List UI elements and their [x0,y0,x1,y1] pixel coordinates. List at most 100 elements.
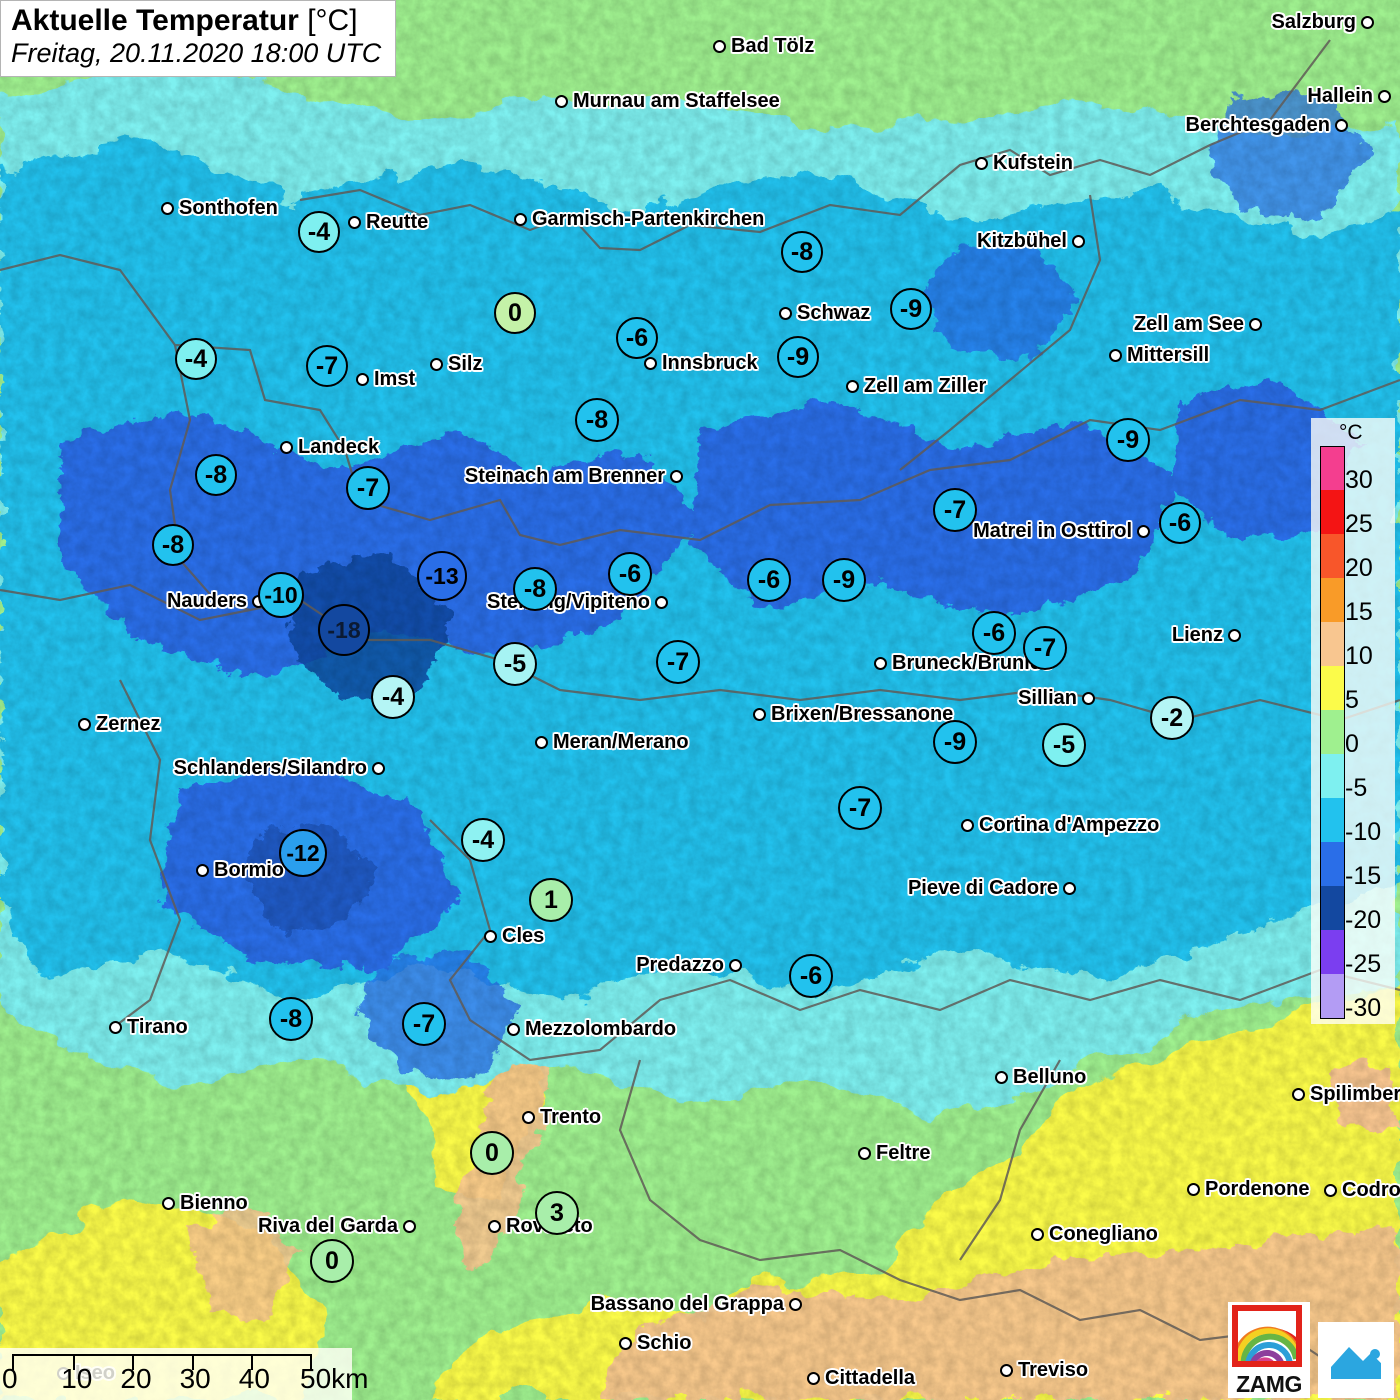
temperature-value-bubble[interactable]: -8 [513,567,557,611]
city-dot-icon [1063,881,1076,895]
city-marker[interactable]: Zell am Ziller [846,376,986,396]
city-marker[interactable]: Cles [484,926,544,946]
city-label: Nauders [166,590,247,612]
city-marker[interactable]: Imst [356,369,415,389]
city-marker[interactable]: Schio [619,1333,691,1353]
city-marker[interactable]: Trento [522,1107,601,1127]
city-marker[interactable]: Schwaz [779,303,870,323]
city-marker[interactable]: Belluno [995,1067,1086,1087]
temperature-value-bubble[interactable]: -4 [461,818,505,862]
temperature-value-bubble[interactable]: -6 [747,558,791,602]
city-marker[interactable]: Predazzo [636,955,742,975]
city-marker[interactable]: Kufstein [975,153,1073,173]
legend-tick-label: 25 [1345,510,1373,538]
city-marker[interactable]: Conegliano [1031,1224,1158,1244]
city-marker[interactable]: Mezzolombardo [507,1019,676,1039]
city-marker[interactable]: Spilimbergo [1292,1084,1400,1104]
city-marker[interactable]: Innsbruck [644,353,758,373]
legend-row: 0 [1317,710,1391,757]
city-dot-icon [975,156,988,170]
temperature-value-bubble[interactable]: -4 [371,675,415,719]
temperature-value-bubble[interactable]: -18 [318,604,370,656]
temperature-value-bubble[interactable]: -7 [933,488,977,532]
temperature-value-bubble[interactable]: -2 [1150,696,1194,740]
city-marker[interactable]: Bormio [196,860,284,880]
border-lines [0,39,1400,1371]
city-label: Pieve di Cadore [907,877,1058,899]
temperature-value-bubble[interactable]: -10 [258,572,304,618]
temperature-value-bubble[interactable]: 3 [535,1191,579,1235]
temperature-value-bubble[interactable]: -12 [279,829,327,877]
city-marker[interactable]: Steinach am Brenner [465,466,683,486]
temperature-value-bubble[interactable]: -7 [346,466,390,510]
city-marker[interactable]: Lienz [1172,625,1241,645]
city-marker[interactable]: Berchtesgaden [1186,115,1348,135]
legend-row: -15 [1317,842,1391,889]
temperature-value-bubble[interactable]: -7 [656,640,700,684]
city-marker[interactable]: Feltre [858,1143,930,1163]
temperature-value-bubble[interactable]: -6 [972,611,1016,655]
temperature-value-bubble[interactable]: 0 [470,1131,514,1175]
city-marker[interactable]: Sillian [1018,688,1095,708]
city-marker[interactable]: Pordenone [1187,1179,1309,1199]
temperature-value-bubble[interactable]: -8 [575,398,619,442]
temperature-value-bubble[interactable]: -8 [781,231,823,273]
city-marker[interactable]: Codroipo [1324,1180,1400,1200]
temperature-value-bubble[interactable]: 1 [529,878,573,922]
legend-swatch [1320,622,1345,666]
temperature-value-bubble[interactable]: -5 [1042,723,1086,767]
city-marker[interactable]: Tirano [109,1017,188,1037]
temperature-value-bubble[interactable]: -9 [933,720,977,764]
city-marker[interactable]: Silz [430,354,482,374]
city-marker[interactable]: Zernez [78,714,160,734]
city-marker[interactable]: Bassano del Grappa [591,1294,802,1314]
temperature-value-bubble[interactable]: -4 [298,211,340,253]
city-marker[interactable]: Hallein [1307,86,1391,106]
temperature-value-bubble[interactable]: 0 [310,1239,354,1283]
temperature-value-bubble[interactable]: -4 [175,338,217,380]
temperature-value-bubble[interactable]: -6 [608,552,652,596]
city-marker[interactable]: Reutte [348,212,428,232]
temperature-value-bubble[interactable]: -9 [777,336,819,378]
temperature-value-bubble[interactable]: -9 [890,288,932,330]
city-marker[interactable]: Cortina d'Ampezzo [961,815,1159,835]
zamg-logo[interactable]: ZAMG [1228,1302,1310,1398]
temperature-value-bubble[interactable]: -7 [1023,626,1067,670]
city-dot-icon [619,1336,632,1350]
city-marker[interactable]: Cittadella [807,1368,915,1388]
city-marker[interactable]: Zell am See [1134,314,1262,334]
city-marker[interactable]: Brixen/Bressanone [753,704,953,724]
city-marker[interactable]: Garmisch-Partenkirchen [514,209,764,229]
temperature-value-bubble[interactable]: -7 [306,345,348,387]
city-marker[interactable]: Salzburg [1272,12,1374,32]
temperature-value-bubble[interactable]: -6 [616,317,658,359]
city-marker[interactable]: Murnau am Staffelsee [555,91,780,111]
city-marker[interactable]: Riva del Garda [258,1216,416,1236]
city-marker[interactable]: Sonthofen [161,198,278,218]
city-marker[interactable]: Meran/Merano [535,732,689,752]
temperature-value-bubble[interactable]: -5 [493,642,537,686]
city-marker[interactable]: Landeck [280,437,379,457]
temperature-value-bubble[interactable]: -9 [822,558,866,602]
temperature-value-bubble[interactable]: -9 [1106,418,1150,462]
city-marker[interactable]: Bad Tölz [713,36,814,56]
city-marker[interactable]: Matrei in Osttirol [973,521,1150,541]
city-marker[interactable]: Pieve di Cadore [908,878,1076,898]
temperature-value-bubble[interactable]: -13 [417,551,467,601]
city-marker[interactable]: Bienno [162,1193,248,1213]
city-marker[interactable]: Nauders [167,591,265,611]
temperature-value-bubble[interactable]: -6 [789,954,833,998]
temperature-value-bubble[interactable]: -7 [838,786,882,830]
temperature-value-bubble[interactable]: -8 [152,524,194,566]
city-marker[interactable]: Treviso [1000,1360,1088,1380]
city-marker[interactable]: Schlanders/Silandro [174,758,385,778]
temperature-value-bubble[interactable]: -6 [1159,502,1201,544]
city-marker[interactable]: Mittersill [1109,345,1209,365]
city-marker[interactable]: Kitzbühel [977,231,1085,251]
city-marker[interactable]: Bruneck/Brunico [874,653,1053,673]
temperature-value-bubble[interactable]: -8 [269,997,313,1041]
temperature-value-bubble[interactable]: -8 [195,454,237,496]
alps-logo[interactable] [1318,1322,1394,1398]
temperature-value-bubble[interactable]: -7 [402,1002,446,1046]
temperature-value-bubble[interactable]: 0 [494,292,536,334]
